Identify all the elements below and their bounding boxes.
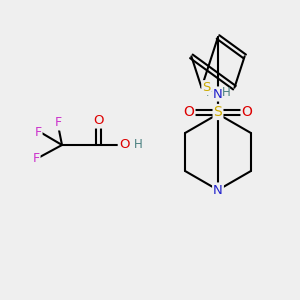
Text: O: O: [242, 105, 252, 119]
Text: O: O: [119, 139, 129, 152]
Text: O: O: [184, 105, 194, 119]
Text: O: O: [93, 115, 103, 128]
Text: S: S: [214, 105, 222, 119]
Text: S: S: [202, 81, 211, 94]
Text: F: F: [32, 152, 40, 164]
Text: N: N: [213, 88, 223, 100]
Text: H: H: [134, 137, 142, 151]
Text: H: H: [222, 85, 230, 98]
Text: H: H: [206, 85, 214, 98]
Text: F: F: [54, 116, 61, 130]
Text: N: N: [213, 184, 223, 196]
Text: F: F: [34, 125, 42, 139]
